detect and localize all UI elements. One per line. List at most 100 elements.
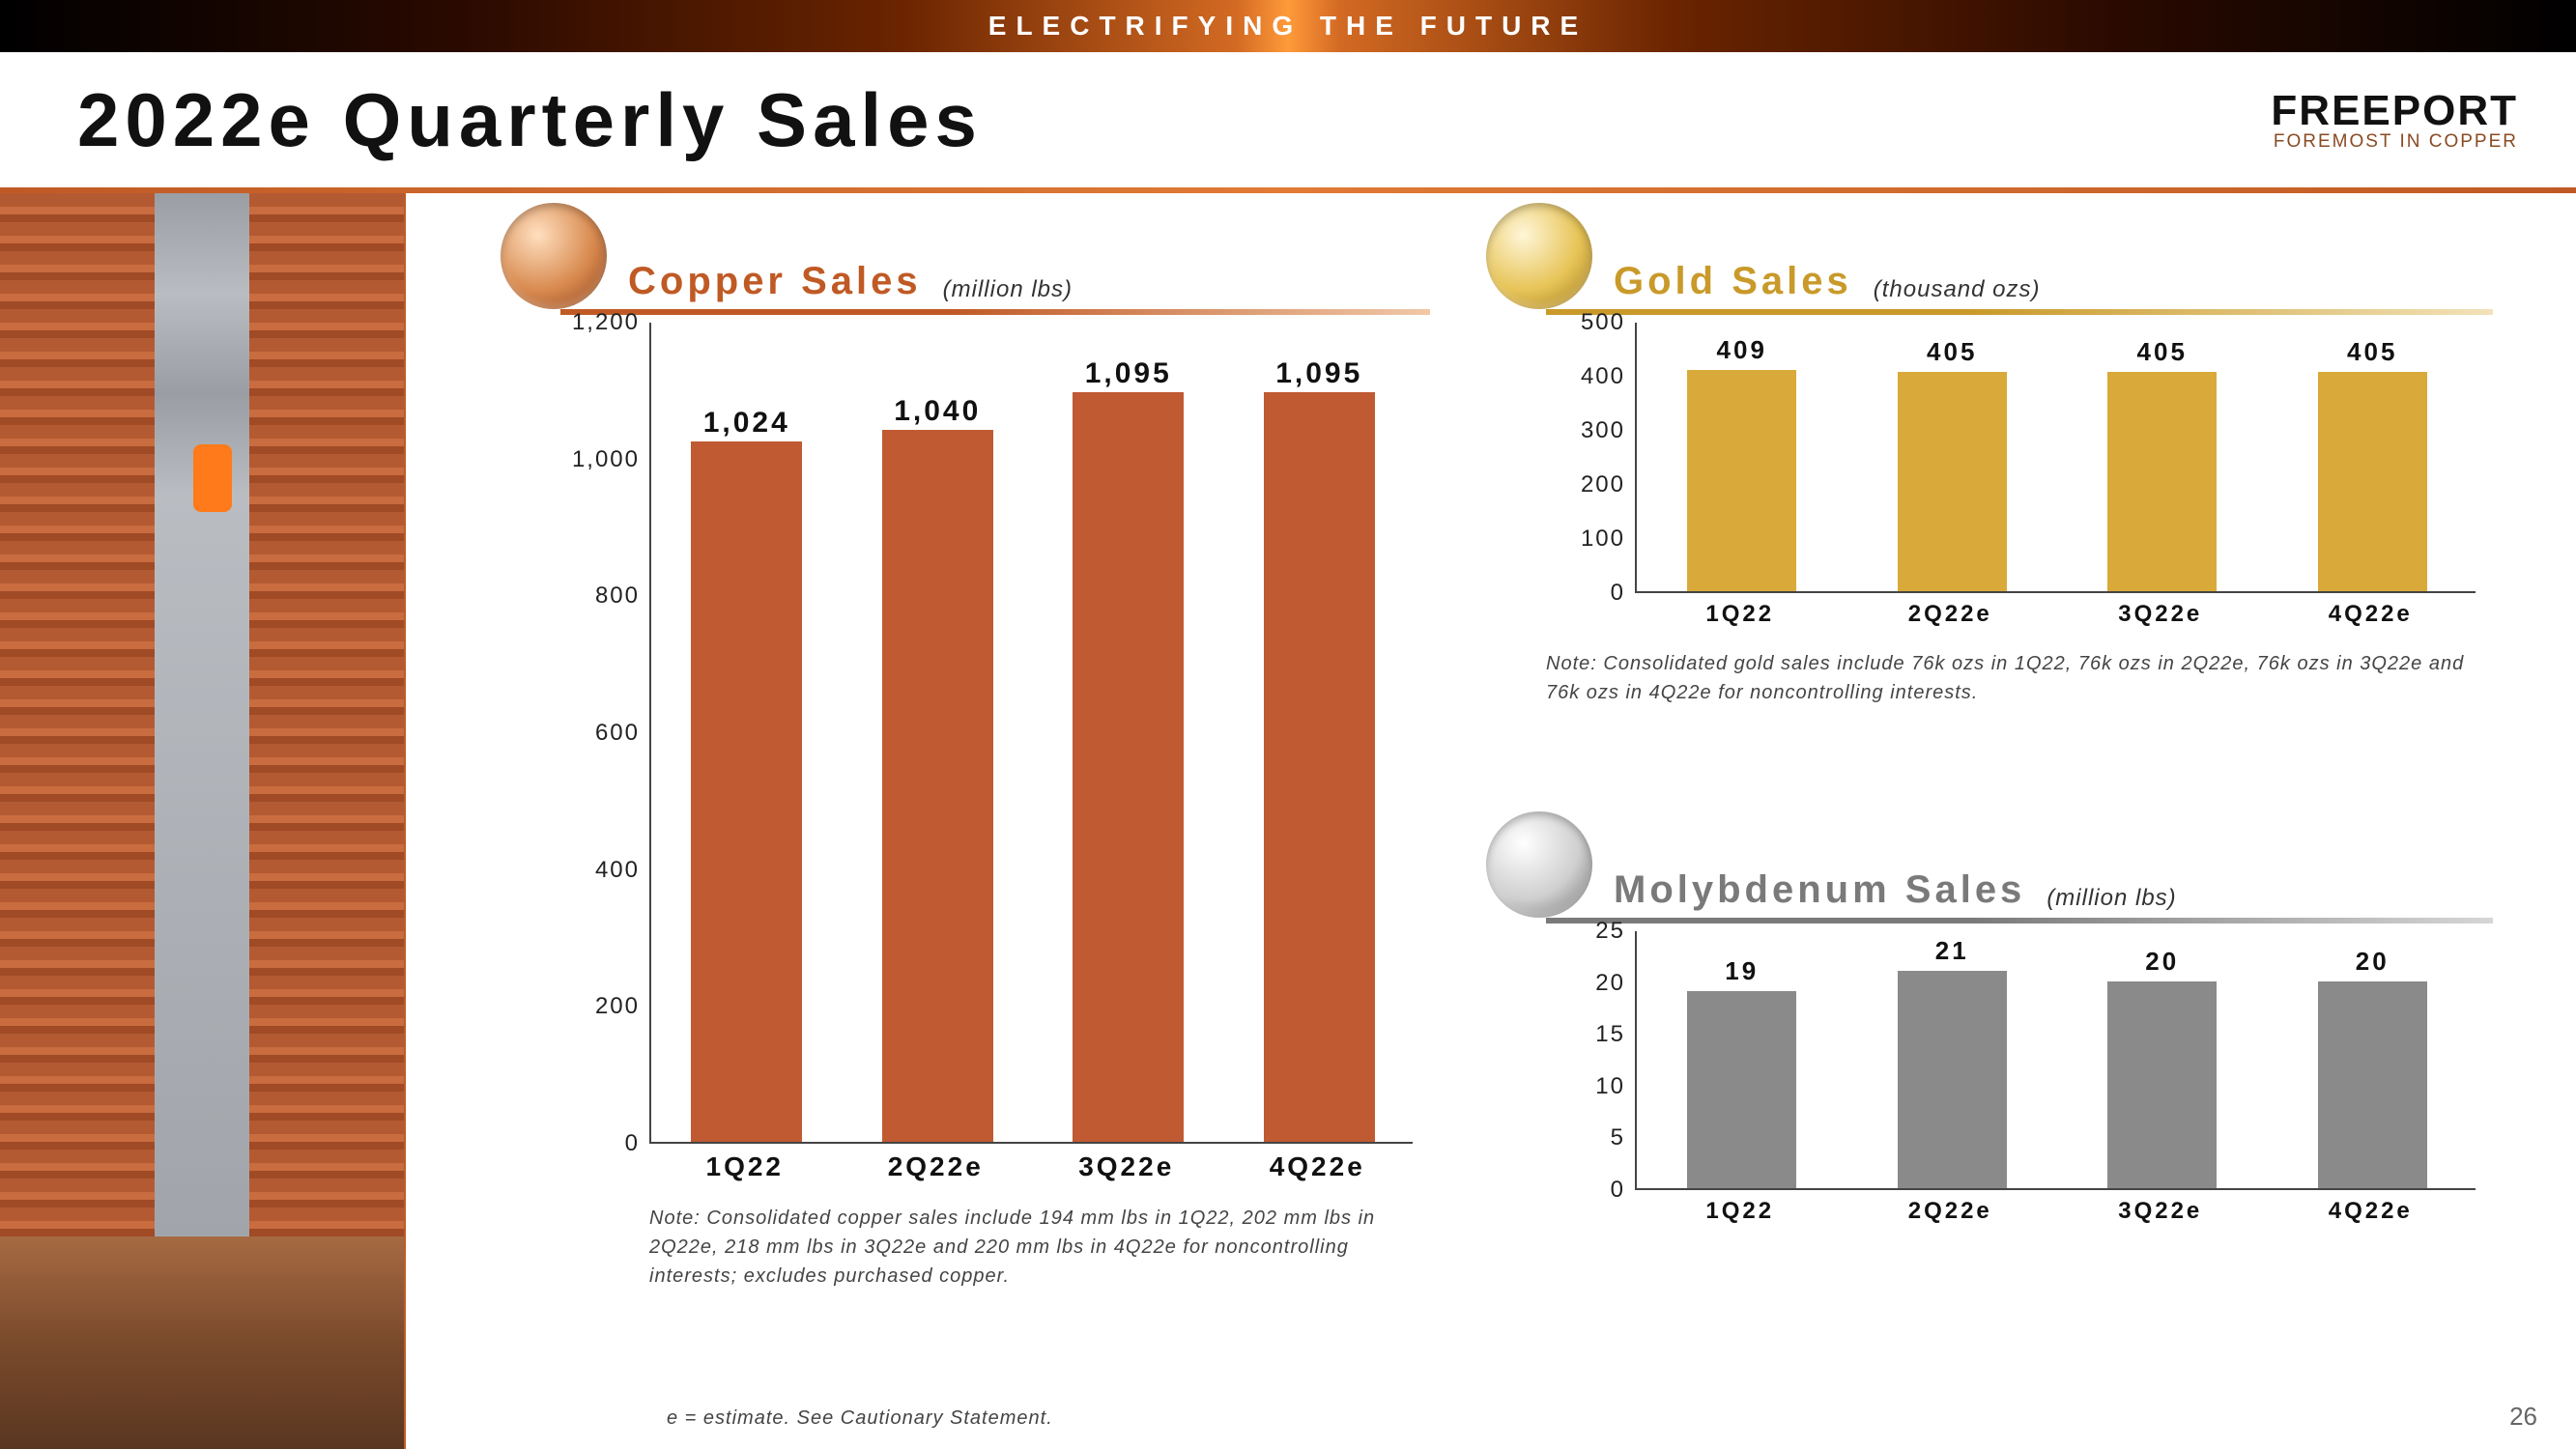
molybdenum-sales-chart: Molybdenum Sales (million lbs) 0 5 10 15 20 2… <box>1546 811 2493 1233</box>
gold-xlabel: 4Q22e <box>2266 601 2476 628</box>
moly-bar: 19 <box>1687 991 1796 1188</box>
moly-bar-value: 19 <box>1687 956 1796 986</box>
copper-xlabel: 1Q22 <box>649 1151 841 1182</box>
copper-chart-title: Copper Sales <box>628 260 922 309</box>
moly-xlabel: 4Q22e <box>2266 1198 2476 1225</box>
moly-bar: 20 <box>2107 981 2217 1188</box>
gold-bar: 405 <box>2318 372 2427 591</box>
copper-bar-value: 1,095 <box>1073 357 1184 390</box>
gold-ytick: 100 <box>1581 526 1625 553</box>
estimate-footnote: e = estimate. See Cautionary Statement. <box>667 1407 1053 1430</box>
copper-sales-chart: Copper Sales (million lbs) 0 200 400 600 800… <box>560 203 1430 1291</box>
copper-xlabel: 3Q22e <box>1031 1151 1222 1182</box>
banner-text: ELECTRIFYING THE FUTURE <box>988 11 1588 42</box>
copper-ytick: 0 <box>625 1130 640 1157</box>
copper-ytick: 1,000 <box>572 446 640 473</box>
copper-chart-header: Copper Sales (million lbs) <box>501 203 1430 309</box>
company-logo: FREEPORT FOREMOST IN COPPER <box>2271 87 2518 153</box>
moly-y-axis: 0510152025 <box>1546 931 1635 1190</box>
copper-cathode-icon <box>501 203 607 309</box>
moly-underline <box>1546 918 2493 923</box>
copper-xlabel: 2Q22e <box>841 1151 1032 1182</box>
copper-underline <box>560 309 1430 315</box>
gold-sales-chart: Gold Sales (thousand ozs) 01002003004005… <box>1546 203 2493 707</box>
copper-x-axis: 1Q222Q22e3Q22e4Q22e <box>649 1144 1413 1186</box>
copper-note: Note: Consolidated copper sales include … <box>649 1204 1384 1291</box>
moly-ytick: 15 <box>1595 1021 1625 1048</box>
copper-bar: 1,024 <box>691 441 802 1142</box>
molybdenum-rod-icon <box>1486 811 1592 918</box>
logo-main: FREEPORT <box>2271 87 2518 135</box>
page-number: 26 <box>2509 1402 2537 1432</box>
copper-plot: 1,0241,0401,0951,095 <box>649 323 1413 1144</box>
gold-bars-icon <box>1486 203 1592 309</box>
copper-ytick: 400 <box>595 857 640 884</box>
moly-xlabel: 2Q22e <box>1846 1198 2056 1225</box>
gold-ytick: 300 <box>1581 417 1625 444</box>
copper-bar: 1,040 <box>882 430 993 1142</box>
main-area: Copper Sales (million lbs) 0200400600800… <box>406 193 2576 1449</box>
gold-note: Note: Consolidated gold sales include 76… <box>1546 649 2474 707</box>
gold-chart-unit: (thousand ozs) <box>1874 276 2041 309</box>
gold-note-body: Consolidated gold sales include 76k ozs … <box>1546 653 2464 703</box>
content: Copper Sales (million lbs) 0200400600800… <box>0 193 2576 1449</box>
gold-y-axis: 0100200300400500 <box>1546 323 1635 593</box>
top-banner: ELECTRIFYING THE FUTURE <box>0 0 2576 52</box>
moly-chart-unit: (million lbs) <box>2046 885 2176 918</box>
gold-chart-title: Gold Sales <box>1614 260 1852 309</box>
gold-xlabel: 1Q22 <box>1635 601 1846 628</box>
moly-xlabel: 1Q22 <box>1635 1198 1846 1225</box>
gold-xlabel: 2Q22e <box>1846 601 2056 628</box>
moly-bar-value: 20 <box>2107 947 2217 977</box>
gold-bar-value: 405 <box>2107 337 2217 367</box>
gold-x-axis: 1Q222Q22e3Q22e4Q22e <box>1635 593 2476 636</box>
moly-xlabel: 3Q22e <box>2055 1198 2266 1225</box>
moly-ytick: 20 <box>1595 970 1625 997</box>
gold-bar-value: 409 <box>1687 335 1796 365</box>
copper-chart-unit: (million lbs) <box>943 276 1073 309</box>
copper-ytick: 1,200 <box>572 309 640 336</box>
moly-bar: 20 <box>2318 981 2427 1188</box>
moly-bar-value: 20 <box>2318 947 2427 977</box>
copper-xlabel: 4Q22e <box>1222 1151 1414 1182</box>
moly-ytick: 5 <box>1611 1124 1625 1151</box>
copper-bar-value: 1,095 <box>1264 357 1375 390</box>
moly-chart-area: 0510152025192120201Q222Q22e3Q22e4Q22e <box>1546 931 2476 1233</box>
copper-bar: 1,095 <box>1264 392 1375 1142</box>
moly-chart-title: Molybdenum Sales <box>1614 868 2025 918</box>
moly-ytick: 0 <box>1611 1177 1625 1204</box>
moly-bar-value: 21 <box>1898 936 2007 966</box>
title-row: 2022e Quarterly Sales FREEPORT FOREMOST … <box>0 52 2576 187</box>
copper-floor <box>0 1236 404 1449</box>
gold-ytick: 500 <box>1581 309 1625 336</box>
gold-bar: 409 <box>1687 370 1796 591</box>
gold-xlabel: 3Q22e <box>2055 601 2266 628</box>
gold-bar-value: 405 <box>1898 337 2007 367</box>
gold-chart-header: Gold Sales (thousand ozs) <box>1486 203 2493 309</box>
copper-warehouse-photo <box>0 193 406 1449</box>
worker-icon <box>193 444 232 512</box>
logo-sub: FOREMOST IN COPPER <box>2271 131 2518 153</box>
moly-ytick: 25 <box>1595 918 1625 945</box>
copper-y-axis: 02004006008001,0001,200 <box>560 323 649 1144</box>
moly-ytick: 10 <box>1595 1073 1625 1100</box>
copper-bar: 1,095 <box>1073 392 1184 1142</box>
copper-bar-value: 1,040 <box>882 395 993 428</box>
gold-bar-value: 405 <box>2318 337 2427 367</box>
copper-ytick: 200 <box>595 993 640 1020</box>
gold-ytick: 200 <box>1581 471 1625 498</box>
moly-x-axis: 1Q222Q22e3Q22e4Q22e <box>1635 1190 2476 1233</box>
copper-note-lead: Note: <box>649 1208 701 1229</box>
gold-bar: 405 <box>1898 372 2007 591</box>
copper-stack-left <box>0 193 155 1236</box>
gold-chart-area: 01002003004005004094054054051Q222Q22e3Q2… <box>1546 323 2476 636</box>
page-title: 2022e Quarterly Sales <box>77 76 983 164</box>
moly-bar: 21 <box>1898 971 2007 1188</box>
copper-stack-right <box>249 193 404 1236</box>
gold-note-lead: Note: <box>1546 653 1597 674</box>
copper-note-body: Consolidated copper sales include 194 mm… <box>649 1208 1375 1287</box>
copper-chart-area: 02004006008001,0001,2001,0241,0401,0951,… <box>560 323 1413 1186</box>
copper-ytick: 600 <box>595 720 640 747</box>
moly-chart-header: Molybdenum Sales (million lbs) <box>1486 811 2493 918</box>
copper-ytick: 800 <box>595 582 640 610</box>
